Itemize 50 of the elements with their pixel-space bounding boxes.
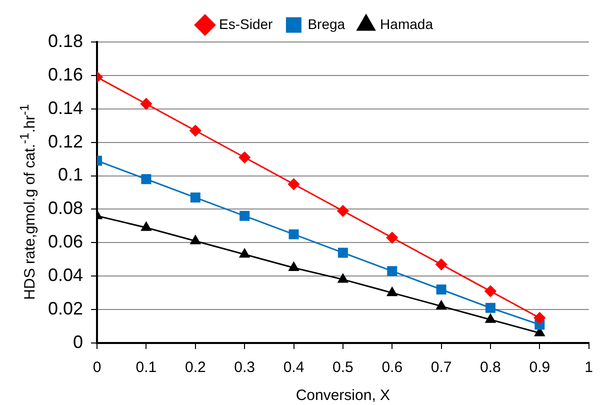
y-tick-label: 0.1 xyxy=(58,164,84,185)
point xyxy=(338,248,348,258)
x-tick-label: 0.6 xyxy=(382,359,403,376)
x-tick-label: 1 xyxy=(584,359,593,376)
point xyxy=(240,210,250,221)
x-tick-label: 0 xyxy=(92,359,102,376)
point xyxy=(436,300,446,310)
x-tick-label: 0.5 xyxy=(332,359,354,376)
legend-label: Brega xyxy=(308,16,346,32)
y-tick-label: 0.02 xyxy=(48,298,84,319)
point xyxy=(141,174,152,184)
point xyxy=(190,124,202,136)
point xyxy=(485,302,496,313)
point xyxy=(141,222,152,231)
x-tick-label: 0.3 xyxy=(234,359,255,376)
point xyxy=(534,312,546,324)
point xyxy=(387,266,398,276)
y-tick-label: 0.18 xyxy=(48,30,84,51)
y-tick-label: 0 xyxy=(73,332,84,352)
y-tick-label: 0.08 xyxy=(48,198,84,218)
x-tick-label: 0.8 xyxy=(480,359,501,376)
y-tick-label: 0.06 xyxy=(48,232,84,252)
point xyxy=(386,232,398,244)
point xyxy=(288,178,300,190)
x-tick-label: 0.7 xyxy=(430,359,452,376)
point xyxy=(140,98,152,110)
point xyxy=(436,258,448,270)
x-tick-label: 0.2 xyxy=(184,359,206,376)
point xyxy=(288,262,299,271)
legend-label: Hamada xyxy=(380,16,434,32)
x-tick-label: 0.9 xyxy=(529,359,550,376)
x-tick-label: 0.4 xyxy=(283,359,304,376)
point xyxy=(485,314,496,323)
point xyxy=(238,152,250,164)
x-axis-title: Conversion, X xyxy=(296,387,390,404)
y-tick-label: 0.12 xyxy=(48,131,84,152)
y-tick-label: 0.14 xyxy=(48,98,84,118)
y-tick-label: 0.16 xyxy=(48,64,84,84)
point xyxy=(337,205,349,217)
point xyxy=(239,248,250,258)
point xyxy=(338,274,348,283)
point xyxy=(288,229,299,240)
y-tick-label: 0.04 xyxy=(48,265,84,286)
point xyxy=(387,287,398,296)
point xyxy=(436,284,446,294)
x-tick-label: 0.1 xyxy=(136,359,157,376)
legend-label: Es-Sider xyxy=(219,16,274,32)
point xyxy=(484,285,496,297)
point xyxy=(190,192,200,203)
point xyxy=(190,235,200,244)
